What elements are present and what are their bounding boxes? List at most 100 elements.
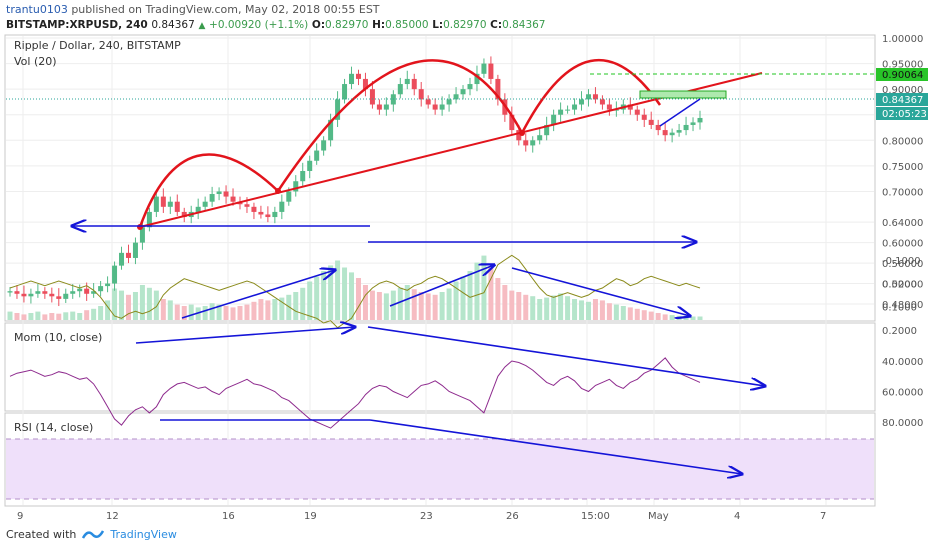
- candle-body: [132, 242, 138, 258]
- volume-bar: [558, 293, 564, 320]
- volume-bar: [488, 267, 494, 320]
- last-price-tag-text: 0.84367: [882, 95, 923, 106]
- candle-body: [272, 211, 278, 218]
- volume-bar: [620, 306, 626, 320]
- volume-bar: [606, 303, 612, 320]
- candle-body: [119, 252, 125, 266]
- volume-bar: [279, 297, 285, 320]
- volume-rising-arrow-1: [181, 270, 335, 319]
- mom-divergence-arrow: [367, 326, 765, 386]
- arrows: [72, 226, 765, 474]
- candle-body: [112, 265, 118, 284]
- volume-bar: [112, 288, 118, 320]
- price-tick-label: 0.80000: [882, 136, 923, 147]
- volume-bar: [335, 260, 341, 320]
- volume-bar: [307, 281, 313, 320]
- main-pane-title: Ripple / Dollar, 240, BITSTAMP: [14, 39, 181, 52]
- candle-body: [690, 122, 696, 125]
- candle-body: [369, 89, 375, 105]
- candle-body: [7, 291, 13, 293]
- candle-body: [697, 117, 703, 123]
- candle-body: [439, 104, 445, 110]
- volume-bar: [188, 304, 194, 320]
- volume-bar: [397, 287, 403, 320]
- volume-bar: [404, 285, 410, 320]
- price-tick-label: 0.90000: [882, 85, 923, 96]
- time-tick-label: 26: [506, 511, 519, 522]
- volume-bar: [209, 303, 215, 320]
- volume-bar: [21, 314, 27, 320]
- volume-bar: [592, 299, 598, 320]
- volume-bar: [286, 294, 292, 320]
- volume-bar: [42, 314, 48, 320]
- tradingview-brand[interactable]: TradingView: [110, 528, 177, 541]
- volume-bar: [146, 287, 152, 320]
- author-link[interactable]: trantu0103: [6, 3, 68, 16]
- candle-body: [300, 171, 306, 182]
- chart-area[interactable]: Ripple / Dollar, 240, BITSTAMP Vol (20) …: [0, 33, 932, 523]
- volume-bar: [98, 306, 104, 320]
- candle-body: [321, 140, 327, 151]
- volume-bar: [139, 285, 145, 320]
- volume-falling-arrow: [511, 267, 690, 316]
- candle-body: [279, 201, 285, 212]
- price-tick-label: 0.64000: [882, 218, 923, 229]
- candle-body: [342, 84, 348, 100]
- candle-body: [432, 104, 438, 110]
- volume-bar: [293, 292, 299, 320]
- volume-bar: [648, 311, 654, 320]
- volume-bar: [328, 265, 334, 320]
- volume-bar: [572, 299, 578, 320]
- left-shoulder-arc: [138, 153, 279, 228]
- volume-bar: [641, 310, 647, 320]
- volume-bar: [418, 292, 424, 320]
- resistance-tag: [876, 68, 928, 81]
- volume-bar: [35, 311, 41, 320]
- volume-bar: [676, 315, 682, 320]
- candle-body: [209, 194, 215, 202]
- candle-body: [56, 296, 62, 299]
- volume-bar: [544, 297, 550, 320]
- volume-bar: [77, 313, 83, 320]
- candle-body: [509, 114, 515, 131]
- candle-body: [181, 211, 187, 218]
- candle-body: [551, 114, 557, 125]
- volume-bar: [460, 276, 466, 320]
- candle-body: [28, 293, 34, 297]
- price-tick-label: 0.52000: [882, 280, 923, 291]
- candle-body: [153, 196, 159, 212]
- candle-body: [251, 206, 257, 212]
- volume-bar: [174, 304, 180, 320]
- time-tick-label: 7: [820, 511, 826, 522]
- price-tick-label: 0.75000: [882, 162, 923, 173]
- volume-bar: [599, 300, 605, 320]
- candle-body: [84, 288, 90, 294]
- volume-bar: [28, 313, 34, 320]
- volume-bar: [321, 271, 327, 320]
- volume-bar: [125, 294, 131, 320]
- drawings: [6, 58, 875, 230]
- volume-bar: [265, 300, 271, 320]
- time-tick-label: May: [648, 511, 669, 522]
- volume-bar: [153, 290, 159, 320]
- volume-bar: [300, 287, 306, 320]
- volume-bar: [474, 262, 480, 320]
- footer: Created with TradingView: [6, 528, 177, 541]
- volume-bar: [369, 290, 375, 320]
- price-tick-label: 1.00000: [882, 34, 923, 45]
- time-tick-label: 4: [734, 511, 740, 522]
- volume-bar: [697, 316, 703, 320]
- candle-body: [669, 132, 675, 136]
- volume-bar: [230, 307, 236, 320]
- volume-bar: [683, 315, 689, 320]
- candle-body: [63, 293, 69, 299]
- volume-bar: [467, 271, 473, 320]
- last-price: 0.84367: [151, 19, 195, 31]
- volume-bar: [251, 301, 257, 320]
- candle-body: [537, 135, 543, 141]
- volume-bar: [181, 306, 187, 320]
- volume-bar: [237, 306, 243, 320]
- volume-bar: [655, 313, 661, 320]
- candle-body: [544, 124, 550, 136]
- price-tick-label: 0.48000: [882, 300, 923, 311]
